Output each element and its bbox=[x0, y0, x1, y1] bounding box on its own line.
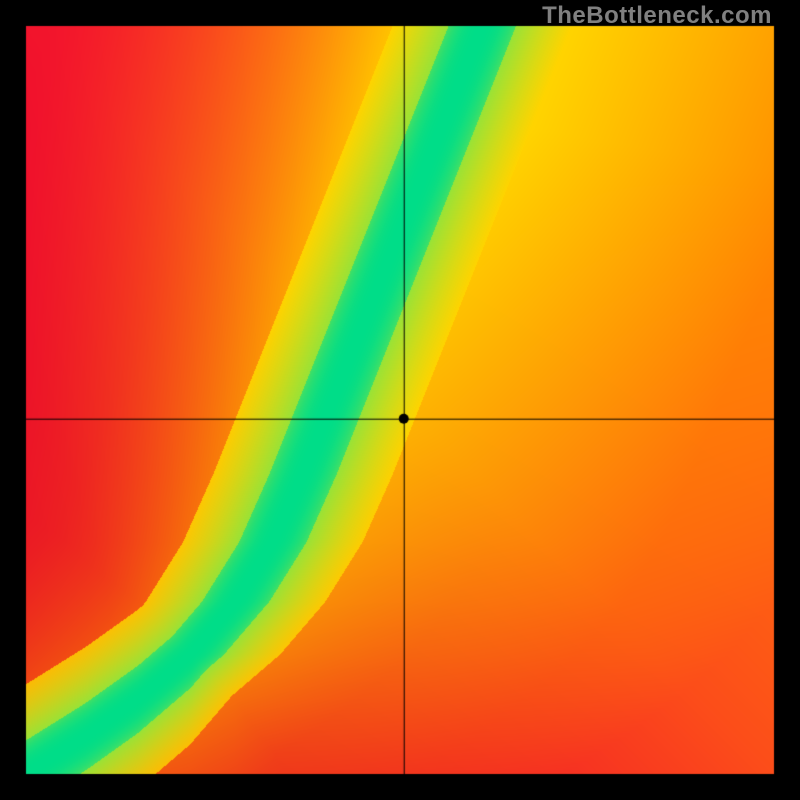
watermark-text: TheBottleneck.com bbox=[542, 2, 772, 30]
chart-container: { "type": "heatmap", "watermark": { "tex… bbox=[0, 0, 800, 800]
bottleneck-heatmap bbox=[0, 0, 800, 800]
